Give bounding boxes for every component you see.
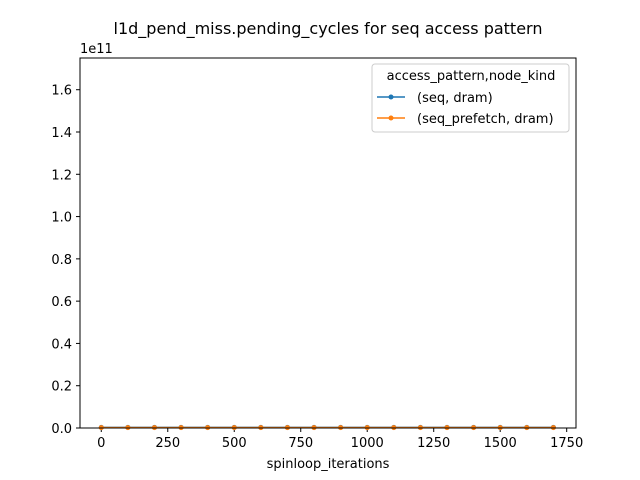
y-offset-label: 1e11	[80, 42, 113, 57]
legend-title: access_pattern,node_kind	[387, 69, 556, 84]
plot-area: 0 250 500 750 1000 1250 1500 1750 0.0 0.2 0.4 0.6 0.…	[51, 84, 583, 451]
y-tick-label: 1.0	[51, 211, 72, 226]
x-tick-label: 1750	[550, 436, 583, 451]
legend-box	[371, 63, 570, 133]
y-tick-label: 0.6	[51, 295, 72, 310]
legend-entry-seq-prefetch-dram: (seq_prefetch, dram)	[377, 112, 554, 127]
x-tick-label: 750	[288, 436, 313, 451]
x-tick-label: 1250	[417, 436, 450, 451]
chart-title: l1d_pend_miss.pending_cycles for seq acc…	[114, 19, 543, 39]
x-axis-label: spinloop_iterations	[267, 457, 390, 472]
legend-marker-seq-dram	[388, 94, 394, 100]
y-tick-label: 0.0	[51, 422, 72, 437]
x-tick-label: 250	[155, 436, 180, 451]
plot-frame	[79, 57, 577, 429]
x-tick-label: 1000	[351, 436, 384, 451]
x-tick-label: 0	[97, 436, 105, 451]
y-tick-label: 1.4	[51, 126, 72, 141]
x-tick-label: 1500	[484, 436, 517, 451]
y-tick-label: 0.8	[51, 253, 72, 268]
legend-label-seq-prefetch-dram: (seq_prefetch, dram)	[417, 112, 554, 127]
y-tick-label: 1.2	[51, 168, 72, 183]
legend-label-seq-dram: (seq, dram)	[417, 91, 493, 106]
legend: access_pattern,node_kind (seq, dram) (se…	[371, 63, 570, 133]
legend-marker-seq-prefetch-dram	[388, 115, 394, 121]
y-tick-label: 0.4	[51, 337, 72, 352]
legend-entry-seq-dram: (seq, dram)	[377, 91, 493, 106]
y-tick-label: 0.2	[51, 380, 72, 395]
y-tick-label: 1.6	[51, 84, 72, 99]
x-tick-label: 500	[222, 436, 247, 451]
